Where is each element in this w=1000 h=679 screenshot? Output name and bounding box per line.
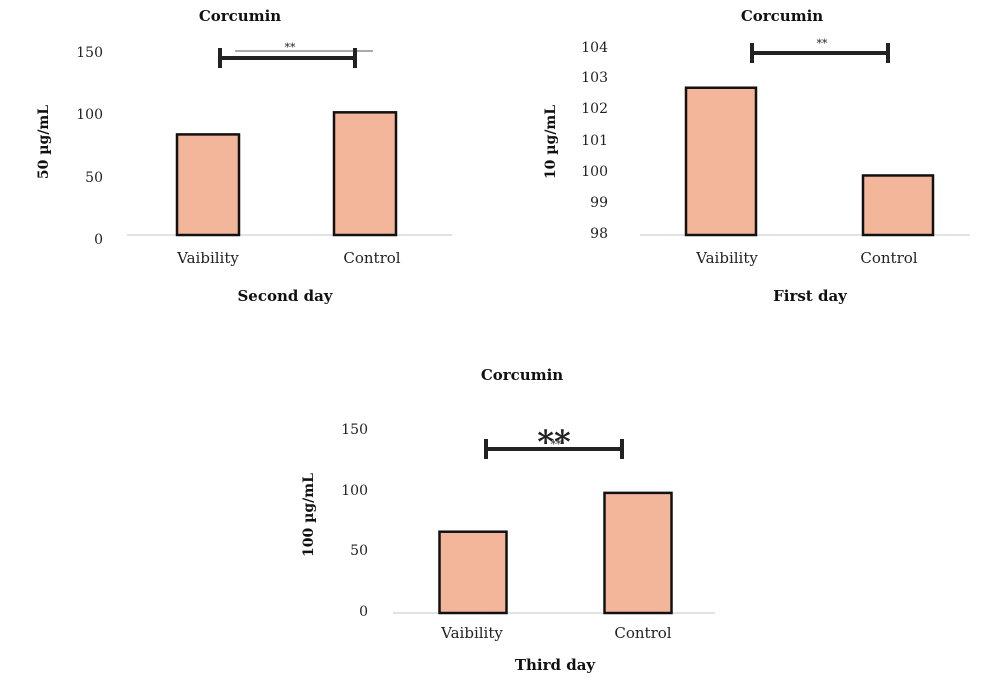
y-tick-label: 100	[341, 483, 368, 499]
bar-series	[438, 491, 673, 615]
category-label: Control	[860, 249, 917, 267]
y-tick-label: 100	[76, 107, 103, 123]
y-tick-label: 150	[76, 45, 103, 61]
significance-bracket: ** **	[484, 423, 624, 461]
bar-control	[603, 491, 673, 615]
category-label: Vaibility	[695, 249, 758, 267]
y-tick-label: 99	[590, 195, 608, 211]
chart-first-day: Corcumin 10 µg/mL First day 98 99 100 10…	[543, 7, 970, 305]
y-tick-label: 100	[581, 164, 608, 180]
y-tick-label: 50	[85, 170, 103, 186]
chart-panel-second-day: Corcumin 50 µg/mL Second day 0 50 100 15…	[0, 0, 480, 320]
y-tick-labels: 0 50 100 150	[76, 45, 103, 248]
significance-bracket: **	[750, 37, 890, 63]
category-labels: Vaibility Control	[695, 249, 918, 267]
y-tick-label: 102	[581, 101, 608, 117]
y-axis-label: 10 µg/mL	[543, 105, 559, 179]
bar-control	[861, 174, 935, 237]
y-tick-label: 104	[581, 40, 608, 56]
bar-series	[684, 86, 935, 237]
chart-title: Corcumin	[199, 7, 281, 25]
x-axis-label: First day	[773, 287, 848, 305]
category-label: Control	[343, 249, 400, 267]
y-tick-label: 50	[350, 543, 368, 559]
chart-title: Corcumin	[481, 366, 563, 384]
significance-marker: **	[817, 37, 829, 50]
chart-second-day: Corcumin 50 µg/mL Second day 0 50 100 15…	[36, 7, 452, 305]
bar-series	[175, 111, 398, 237]
category-labels: Vaibility Control	[440, 624, 672, 642]
y-axis-label: 50 µg/mL	[36, 105, 52, 179]
y-tick-label: 150	[341, 422, 368, 438]
x-axis-label: Second day	[237, 287, 333, 305]
significance-marker: **	[285, 41, 297, 54]
y-tick-label: 0	[359, 604, 368, 620]
bar-control	[332, 111, 398, 237]
category-label: Vaibility	[440, 624, 503, 642]
y-tick-label: 0	[94, 232, 103, 248]
y-tick-label: 101	[581, 133, 608, 149]
bar-vaibility	[684, 86, 758, 237]
significance-marker: **	[551, 438, 563, 451]
bar-vaibility	[438, 530, 508, 615]
significance-bracket: **	[218, 41, 373, 68]
y-tick-label: 103	[581, 70, 608, 86]
category-label: Control	[614, 624, 671, 642]
y-tick-labels: 98 99 100 101 102 103 104	[581, 40, 608, 242]
chart-panel-third-day: Corcumin 100 µg/mL Third day 0 50 100 15…	[260, 355, 740, 675]
category-labels: Vaibility Control	[176, 249, 401, 267]
y-tick-label: 98	[590, 226, 608, 242]
category-label: Vaibility	[176, 249, 239, 267]
chart-third-day: Corcumin 100 µg/mL Third day 0 50 100 15…	[301, 366, 715, 674]
x-axis-label: Third day	[515, 656, 597, 674]
bar-vaibility	[175, 133, 241, 237]
significance-marker-large: **	[537, 423, 571, 461]
y-tick-labels: 0 50 100 150	[341, 422, 368, 620]
chart-panel-first-day: Corcumin 10 µg/mL First day 98 99 100 10…	[500, 0, 1000, 320]
y-axis-label: 100 µg/mL	[301, 473, 317, 557]
chart-title: Corcumin	[741, 7, 823, 25]
